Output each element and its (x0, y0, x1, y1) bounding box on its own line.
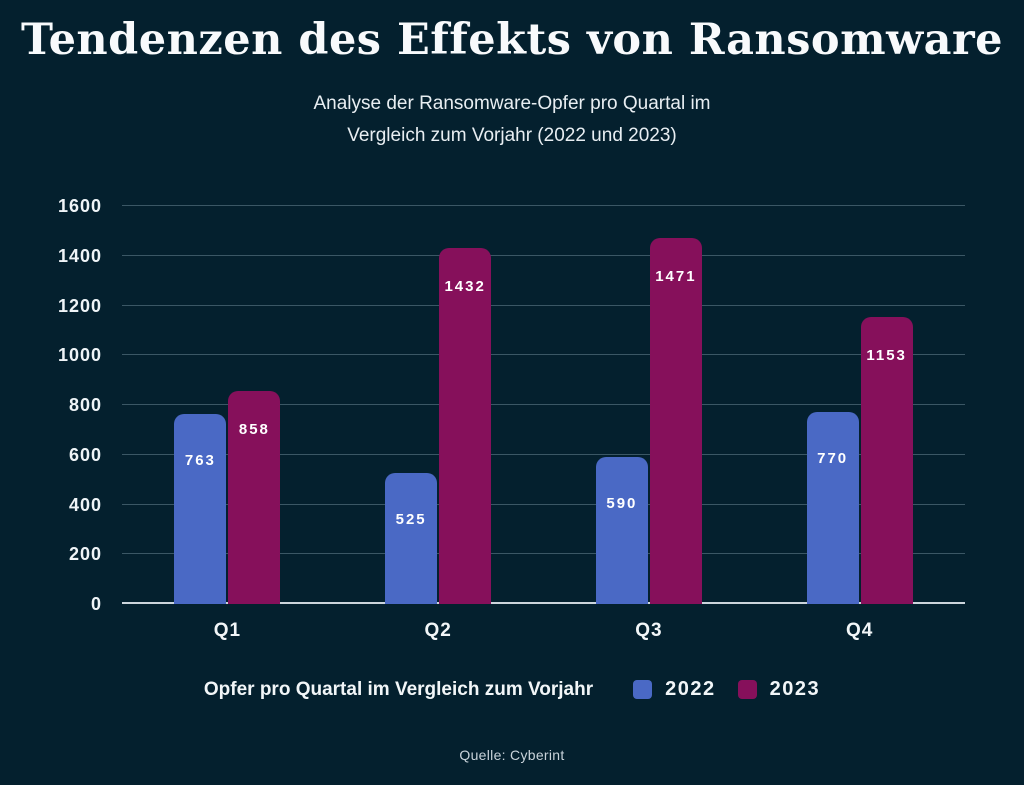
bar-2023-Q1: 858 (228, 390, 281, 604)
gridline (122, 304, 965, 306)
legend-item-2023: 2023 (737, 678, 821, 701)
plot-area: 763 858 525 1432 590 1471 770 1153 0 200 400 600 80… (58, 196, 965, 614)
legend: Opfer pro Quartal im Vergleich zum Vorja… (0, 678, 1024, 701)
gridline (122, 205, 965, 206)
x-axis-labels: Q1 Q2 Q3 Q4 (122, 620, 965, 642)
legend-item-label: 2022 (665, 678, 716, 700)
bar-2023-Q4: 1153 (860, 317, 913, 604)
y-tick-label: 800 (68, 395, 102, 415)
bar-value-label: 858 (238, 420, 270, 438)
bar-2022-Q3: 590 (595, 457, 648, 604)
legend-title: Opfer pro Quartal im Vergleich zum Vorja… (203, 678, 594, 700)
x-tick-label: Q4 (845, 620, 874, 641)
bar-2022-Q2: 525 (385, 473, 438, 604)
legend-item-label: 2023 (769, 678, 821, 700)
bar-group: 525 1432 (333, 206, 544, 604)
bar-value-label: 1432 (444, 277, 486, 295)
x-tick-label: Q3 (635, 620, 663, 641)
gridline (122, 553, 965, 555)
y-tick-label: 600 (68, 444, 102, 465)
page-title: Tendenzen des Effekts von Ransomware (21, 15, 1003, 65)
bar-groups: 763 858 525 1432 590 1471 770 1153 (122, 206, 965, 604)
bar-group: 763 858 (122, 206, 333, 604)
y-tick-label: 1000 (57, 345, 102, 366)
bar-value-label: 525 (395, 511, 427, 529)
subtitle-line-1: Analyse der Ransomware-Opfer pro Quartal… (313, 93, 711, 114)
gridline (122, 254, 965, 256)
bar-value-label: 770 (817, 450, 849, 468)
legend-swatch (633, 680, 653, 699)
source-caption: Quelle: Cyberint (459, 747, 565, 763)
bar-value-label: 1153 (866, 347, 907, 365)
bar-2022-Q4: 770 (806, 412, 859, 604)
x-tick-label: Q1 (213, 620, 242, 641)
x-tick-label: Q2 (424, 620, 452, 641)
bar-group: 770 1153 (754, 206, 965, 604)
bar-2022-Q1: 763 (174, 414, 227, 604)
y-tick-label: 1600 (57, 196, 102, 216)
legend-swatch (737, 680, 757, 699)
legend-item-2022: 2022 (633, 678, 716, 701)
bar-value-label: 590 (606, 495, 638, 513)
y-tick-label: 1400 (57, 245, 102, 266)
y-tick-label: 400 (68, 494, 102, 515)
subtitle-line-2: Vergleich zum Vorjahr (2022 und 2023) (347, 125, 677, 146)
bar-2023-Q2: 1432 (439, 247, 492, 604)
x-axis-line (122, 602, 965, 604)
bar-group: 590 1471 (544, 206, 755, 604)
y-tick-label: 1200 (57, 295, 102, 316)
y-tick-label: 200 (68, 544, 102, 565)
bar-value-label: 763 (184, 452, 216, 470)
gridline (122, 503, 965, 505)
gridline (122, 354, 965, 356)
legend-items: 2022 2023 (633, 678, 820, 701)
bar-2023-Q3: 1471 (649, 238, 702, 604)
gridline (122, 404, 965, 405)
bar-value-label: 1471 (655, 268, 697, 286)
page-subtitle: Analyse der Ransomware-Opfer pro Quartal… (0, 88, 1024, 152)
gridline (122, 453, 965, 455)
y-tick-label: 0 (90, 594, 102, 614)
